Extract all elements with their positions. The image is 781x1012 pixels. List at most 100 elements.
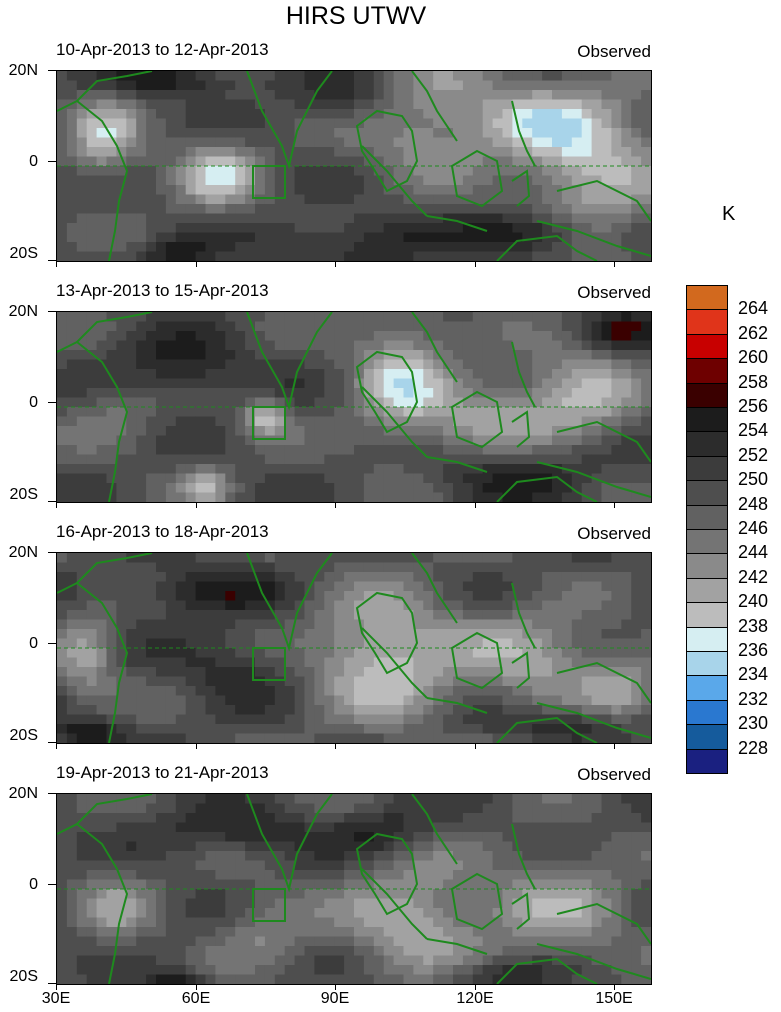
coastline <box>411 312 458 383</box>
coastline <box>511 169 531 207</box>
status-label: Observed <box>577 42 651 61</box>
coastline <box>361 627 428 699</box>
coastline <box>76 71 153 102</box>
coastline <box>57 99 129 261</box>
coastline <box>536 702 651 739</box>
axis-tick <box>475 502 476 508</box>
coastline <box>426 938 488 955</box>
lon-label-30e: 30E <box>41 990 71 1007</box>
study-region-box <box>252 647 286 681</box>
colorbar-swatch <box>686 553 728 579</box>
colorbar-swatch <box>686 382 728 408</box>
longitude-axis: 30E 60E 90E 120E 150E <box>0 990 781 1012</box>
axis-tick <box>56 502 57 508</box>
axis-tick <box>56 743 57 749</box>
axis-tick <box>335 984 336 990</box>
colorbar-level-label: 228 <box>738 737 769 758</box>
colorbar-level-label: 236 <box>738 640 769 660</box>
coastline <box>556 420 651 463</box>
axis-tick <box>614 743 615 749</box>
colorbar-swatch <box>686 602 728 628</box>
axis-tick <box>56 261 57 267</box>
status-label: Observed <box>577 283 651 302</box>
coastline <box>511 823 536 890</box>
axis-tick <box>48 501 56 502</box>
axis-tick <box>196 984 197 990</box>
axis-tick <box>48 402 56 403</box>
coastline <box>246 312 333 411</box>
axis-tick <box>48 552 56 553</box>
utwv-map <box>56 552 652 744</box>
lat-label-20n: 20N <box>8 62 38 79</box>
axis-tick <box>56 984 57 990</box>
coastline <box>426 215 488 232</box>
coastline <box>496 475 598 502</box>
lat-label-20s: 20S <box>9 968 38 985</box>
coastline <box>556 902 651 945</box>
axis-tick <box>614 502 615 508</box>
period-label: 13-Apr-2013 to 15-Apr-2013 <box>56 281 269 300</box>
coastline <box>450 390 504 449</box>
colorbar-swatch <box>686 504 728 530</box>
coastline <box>556 661 651 704</box>
lat-label-0: 0 <box>29 153 38 170</box>
colorbar-level-label: 244 <box>738 542 769 563</box>
colorbar-swatch <box>686 651 728 677</box>
coastline <box>556 179 651 222</box>
coastline <box>57 340 129 502</box>
lat-label-0: 0 <box>29 876 38 893</box>
axis-tick <box>335 502 336 508</box>
lat-label-20s: 20S <box>9 486 38 503</box>
colorbar-level-label: 230 <box>738 713 769 734</box>
coastline <box>511 410 531 448</box>
colorbar-swatch <box>686 748 728 774</box>
axis-tick <box>48 70 56 71</box>
coastline <box>76 553 153 584</box>
colorbar-level-label: 260 <box>738 347 769 368</box>
coastline <box>496 716 598 743</box>
coastline <box>511 100 536 167</box>
period-label: 19-Apr-2013 to 21-Apr-2013 <box>56 763 269 782</box>
axis-tick <box>48 742 56 743</box>
colorbar-level-label: 246 <box>738 518 769 538</box>
coastline <box>426 697 488 714</box>
study-region-box <box>252 888 286 922</box>
coastline <box>450 631 504 690</box>
lat-label-0: 0 <box>29 394 38 411</box>
lon-label-60e: 60E <box>181 990 211 1007</box>
colorbar-swatch <box>686 675 728 701</box>
coastline <box>536 461 651 498</box>
colorbar-swatch <box>686 455 728 482</box>
utwv-field <box>57 794 651 984</box>
axis-tick <box>48 311 56 312</box>
coastline <box>411 794 458 865</box>
colorbar-swatch <box>686 529 728 555</box>
coastline <box>411 71 458 142</box>
coastline <box>361 386 428 458</box>
lon-label-90e: 90E <box>320 990 350 1007</box>
coastline <box>450 872 504 931</box>
coastline <box>76 312 153 343</box>
lat-label-0: 0 <box>29 635 38 652</box>
axis-tick <box>48 884 56 885</box>
coastline <box>511 582 536 649</box>
axis-tick <box>48 643 56 644</box>
axis-tick <box>335 743 336 749</box>
axis-tick <box>196 261 197 267</box>
colorbar-level-label: 242 <box>738 566 769 587</box>
period-label: 10-Apr-2013 to 12-Apr-2013 <box>56 40 269 59</box>
coastline <box>511 341 536 408</box>
coastline <box>536 220 651 257</box>
colorbar-swatch <box>686 358 728 384</box>
figure-title: HIRS UTWV <box>285 2 427 30</box>
colorbar-level-label: 262 <box>738 322 769 343</box>
coastline <box>536 943 651 980</box>
utwv-map <box>56 793 652 985</box>
coastline <box>355 832 419 916</box>
map-panel-2: 13-Apr-2013 to 15-Apr-2013 Observed 20N … <box>0 281 700 521</box>
colorbar-level-label: 240 <box>738 591 769 612</box>
lat-label-20n: 20N <box>8 303 38 320</box>
map-panel-3: 16-Apr-2013 to 18-Apr-2013 Observed 20N … <box>0 522 700 762</box>
colorbar-level-label: 248 <box>738 493 769 514</box>
colorbar-level-label: 258 <box>738 371 769 392</box>
